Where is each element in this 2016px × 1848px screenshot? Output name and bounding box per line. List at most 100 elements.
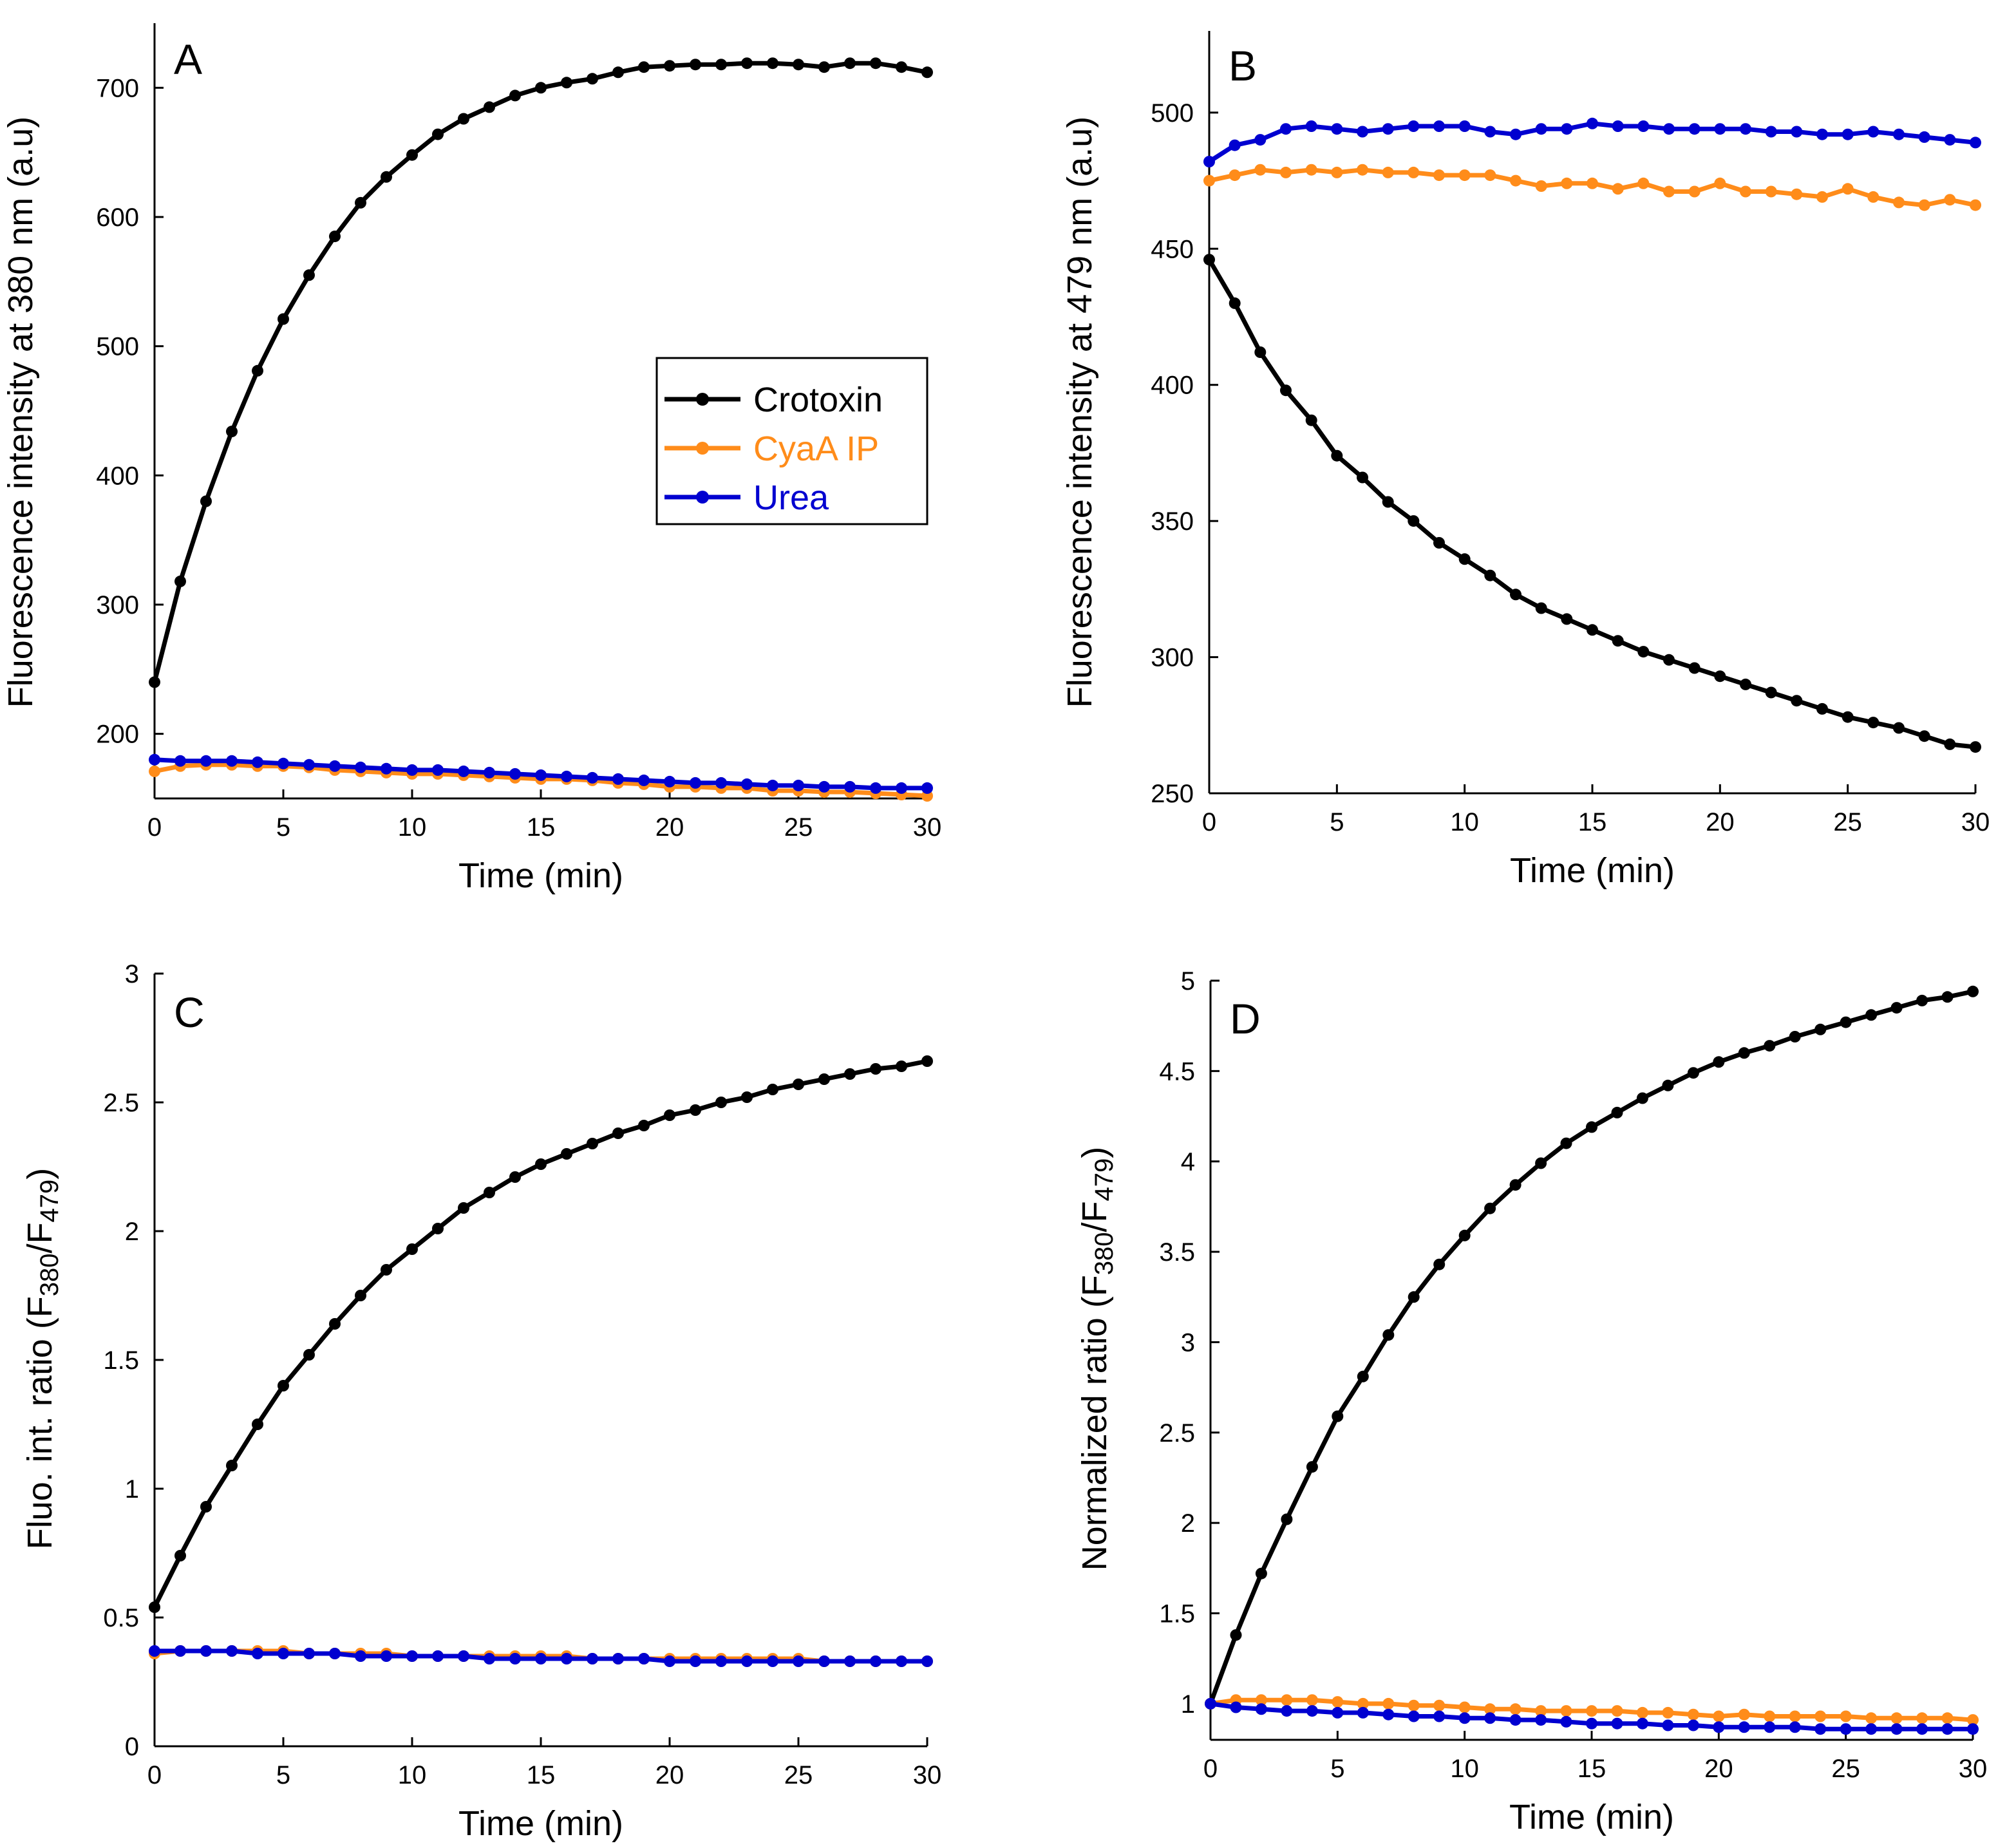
panel-d: 0 5 10 15 20 25 30 1 1.5 2 2.5 3 3.5 4 4.5 5 Time (min) N… (1075, 967, 1987, 1836)
point-urea-b (1561, 123, 1573, 135)
point-crotoxin-d (1662, 1079, 1674, 1091)
point-cyaa-ip-b (1535, 180, 1547, 192)
point-urea-b (1842, 128, 1854, 140)
y-axis-title-subscript: 479 (35, 1180, 64, 1223)
point-urea-a (509, 768, 521, 780)
point-cyaa-ip-b (1740, 185, 1751, 198)
point-cyaa-ip-d (1636, 1706, 1648, 1719)
point-crotoxin-d (1332, 1410, 1344, 1422)
point-urea-a (535, 769, 547, 781)
point-cyaa-ip-d (1560, 1705, 1572, 1717)
panel-c: 0 5 10 15 20 25 30 0 0.5 1 1.5 2 2.5 3 Time (min) Fluo.… (21, 960, 941, 1843)
point-crotoxin-c (432, 1223, 444, 1234)
point-crotoxin-c (690, 1104, 701, 1116)
point-urea-d (1967, 1723, 1979, 1735)
x-tick-label-c: 30 (913, 1761, 942, 1789)
y-tick-label-d: 1 (1181, 1690, 1195, 1719)
point-crotoxin-a (329, 231, 341, 243)
y-axis-title-part: ) (1075, 1147, 1114, 1158)
y-tick-label-b: 350 (1151, 507, 1194, 536)
point-urea-a (226, 755, 238, 767)
point-cyaa-ip-b (1280, 166, 1292, 178)
panel-letter-c: C (174, 988, 205, 1036)
x-tick-label-b: 5 (1330, 808, 1344, 836)
point-cyaa-ip-d (1281, 1694, 1293, 1706)
x-tick-label-d: 0 (1203, 1755, 1218, 1783)
x-axis-title-c: Time (min) (458, 1804, 623, 1843)
point-urea-b (1254, 134, 1267, 146)
point-urea-a (767, 779, 778, 791)
y-axis-title-c: Fluo. int. ratio (F380/F479) (21, 1168, 64, 1550)
point-urea-d (1433, 1710, 1446, 1722)
point-crotoxin-c (484, 1187, 495, 1198)
point-urea-b (1688, 123, 1700, 135)
x-tick-label-c: 10 (398, 1761, 427, 1789)
point-crotoxin-b (1484, 569, 1496, 581)
point-urea-b (1433, 120, 1445, 132)
point-crotoxin-d (1255, 1567, 1267, 1579)
point-urea-b (1970, 137, 1981, 149)
point-urea-b (1612, 120, 1624, 132)
point-urea-d (1560, 1715, 1572, 1728)
point-urea-b (1382, 123, 1394, 135)
y-tick-label-d: 1.5 (1159, 1600, 1195, 1628)
point-crotoxin-b (1867, 717, 1879, 729)
point-urea-a (561, 770, 572, 782)
point-crotoxin-a (638, 61, 650, 73)
series-urea-d (1205, 1697, 1979, 1735)
point-urea-c (767, 1655, 778, 1667)
x-tick-label-b: 25 (1833, 808, 1862, 836)
point-cyaa-ip-b (1944, 194, 1956, 206)
x-tick-label-d: 20 (1704, 1755, 1733, 1783)
point-crotoxin-a (690, 59, 701, 71)
point-cyaa-ip-b (1663, 185, 1675, 198)
point-cyaa-ip-b (1382, 166, 1394, 178)
point-crotoxin-b (1970, 741, 1981, 753)
point-crotoxin-a (458, 113, 469, 125)
y-axis-title-part: Fluo. int. ratio (F (21, 1296, 59, 1549)
point-crotoxin-c (226, 1460, 238, 1471)
legend-label-crotoxin: Crotoxin (753, 381, 883, 419)
point-urea-a (303, 759, 315, 771)
point-crotoxin-a (767, 57, 778, 70)
point-cyaa-ip-d (1713, 1710, 1725, 1722)
point-urea-a (896, 782, 907, 794)
line-crotoxin-d (1208, 989, 1974, 1705)
point-cyaa-ip-b (1408, 166, 1420, 178)
point-cyaa-ip-d (1255, 1694, 1267, 1706)
y-axis-title-subscript: 380 (35, 1253, 64, 1296)
point-crotoxin-d (1382, 1329, 1395, 1341)
point-urea-c (844, 1655, 856, 1667)
point-cyaa-ip-b (1970, 199, 1981, 211)
y-tick-label-c: 2 (125, 1218, 139, 1246)
point-cyaa-ip-d (1687, 1708, 1699, 1721)
x-tick-label-a: 25 (784, 813, 813, 842)
point-crotoxin-c (664, 1109, 675, 1121)
point-cyaa-ip-d (1814, 1710, 1827, 1722)
x-tick-label-d: 25 (1831, 1755, 1860, 1783)
point-crotoxin-d (1281, 1513, 1293, 1525)
series-crotoxin-a (149, 57, 933, 688)
point-crotoxin-a (921, 66, 933, 79)
point-crotoxin-a (509, 90, 521, 102)
point-crotoxin-d (1764, 1040, 1776, 1052)
point-crotoxin-b (1816, 702, 1828, 715)
point-crotoxin-c (741, 1091, 753, 1103)
point-cyaa-ip-b (1714, 177, 1726, 189)
point-crotoxin-c (149, 1601, 160, 1613)
point-crotoxin-b (1561, 613, 1573, 625)
point-cyaa-ip-d (1535, 1705, 1547, 1717)
point-urea-a (715, 777, 727, 789)
point-crotoxin-b (1918, 730, 1930, 742)
point-crotoxin-d (1840, 1016, 1852, 1028)
y-tick-label-a: 400 (96, 462, 139, 490)
point-urea-a (432, 764, 444, 776)
point-crotoxin-b (1408, 515, 1420, 527)
point-urea-c (278, 1648, 289, 1659)
x-tick-label-b: 10 (1450, 808, 1479, 836)
point-crotoxin-c (355, 1290, 366, 1301)
y-tick-label-d: 3.5 (1159, 1238, 1195, 1267)
point-crotoxin-d (1713, 1056, 1725, 1068)
point-crotoxin-a (741, 57, 753, 70)
point-urea-b (1484, 126, 1496, 138)
